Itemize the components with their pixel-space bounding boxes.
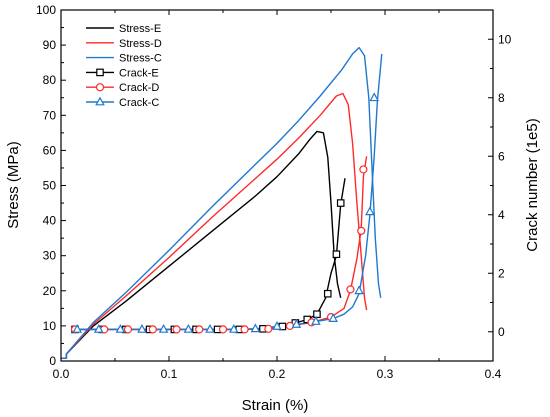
marker-crack-c: [115, 323, 126, 333]
marker-crack-c: [137, 323, 147, 333]
marker-crack-c: [291, 318, 302, 328]
x-tick-label: 0.1: [161, 367, 178, 381]
y-left-tick-label: 50: [43, 179, 57, 193]
marker-crack-d: [123, 325, 133, 334]
marker-crack-d: [195, 325, 204, 334]
y-right-tick-label: 4: [498, 208, 505, 222]
marker-crack-c: [272, 321, 282, 330]
series-line-stress-e: [61, 130, 342, 359]
y-right-tick-label: 10: [498, 32, 512, 46]
series-line-crack-e: [75, 178, 346, 331]
marker-crack-e: [313, 310, 321, 319]
marker-crack-e: [323, 289, 332, 298]
marker-crack-c: [328, 313, 338, 322]
y-left-tick-label: 0: [49, 354, 56, 368]
y-left-tick-label: 100: [36, 3, 56, 17]
legend-label-stress-d: Stress-D: [119, 38, 162, 50]
marker-crack-c: [228, 323, 239, 333]
y-axis-title-left: Stress (MPa): [5, 141, 22, 229]
marker-crack-c: [72, 323, 83, 333]
marker-crack-c: [365, 206, 375, 216]
legend-label-stress-c: Stress-C: [119, 53, 162, 65]
marker-crack-d: [172, 325, 181, 334]
marker-crack-d: [285, 321, 295, 330]
series-line-crack-c: [77, 53, 383, 331]
y-axis-title-right: Crack number (1e5): [524, 118, 541, 251]
marker-crack-e: [336, 199, 345, 207]
marker-crack-e: [332, 250, 341, 259]
marker-crack-c: [93, 323, 104, 333]
marker-crack-c: [183, 323, 194, 333]
y-right-tick-label: 0: [498, 325, 505, 339]
marker-crack-d: [264, 324, 273, 333]
marker-crack-c: [158, 323, 169, 333]
series-layer: [61, 46, 383, 359]
marker-crack-c: [354, 285, 364, 295]
y-left-tick-label: 80: [43, 73, 57, 87]
x-tick-label: 0.4: [485, 367, 502, 381]
marker-crack-c: [250, 323, 261, 333]
y-left-tick-label: 60: [43, 143, 57, 157]
legend-label-crack-d: Crack-D: [119, 82, 159, 94]
y-left-tick-label: 10: [43, 319, 57, 333]
marker-crack-d: [359, 165, 368, 174]
legend: Stress-E Stress-D Stress-C Crack-E Crack-D Cr…: [86, 23, 162, 109]
marker-crack-d: [240, 325, 249, 334]
marker-crack-d: [346, 285, 355, 294]
y-left-tick-label: 30: [43, 249, 57, 263]
x-axis-title: Strain (%): [242, 397, 309, 414]
x-tick-label: 0.3: [377, 367, 394, 381]
marker-crack-c: [205, 323, 215, 333]
legend-label-stress-e: Stress-E: [119, 23, 161, 35]
y-right-tick-label: 2: [498, 266, 505, 280]
series-line-stress-c: [61, 46, 382, 359]
marker-crack-d: [218, 325, 228, 334]
legend-marker-crack-e: [96, 68, 104, 77]
legend-marker-crack-c: [95, 96, 105, 106]
legend-marker-crack-d: [95, 83, 105, 92]
x-tick-label: 0.2: [269, 367, 286, 381]
axes-layer: 0.0 0.1 0.2 0.3 0.4 0 10 20 30 40 50 60 70 80 90 100 0 2 4…: [36, 3, 512, 381]
y-right-tick-label: 6: [498, 149, 505, 163]
legend-label-crack-c: Crack-C: [119, 97, 159, 109]
y-left-tick-label: 20: [43, 284, 57, 298]
y-left-tick-label: 40: [43, 214, 57, 228]
marker-crack-d: [357, 226, 366, 235]
series-line-stress-d: [61, 92, 368, 359]
y-right-tick-label: 8: [498, 91, 505, 105]
marker-crack-c: [311, 316, 321, 325]
legend-label-crack-e: Crack-E: [119, 67, 159, 79]
y-left-tick-label: 70: [43, 108, 57, 122]
marker-crack-c: [369, 92, 380, 102]
y-left-tick-label: 90: [43, 38, 57, 52]
marker-crack-d: [148, 325, 157, 334]
x-tick-label: 0.0: [53, 367, 70, 381]
